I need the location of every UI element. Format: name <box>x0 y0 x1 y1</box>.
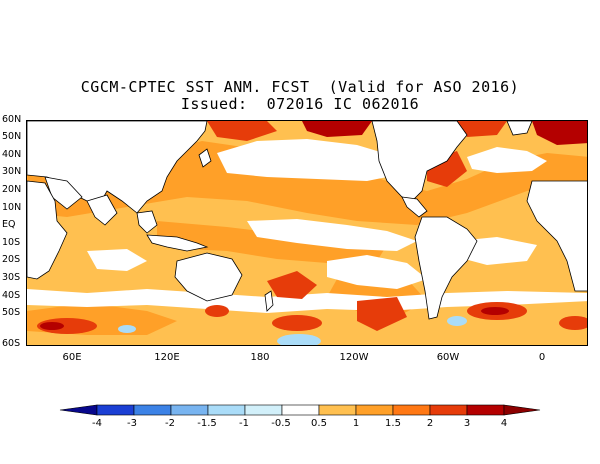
lat-label-30n: 30N <box>2 166 22 177</box>
colorbar-tick-neg0.5: -0.5 <box>271 418 291 429</box>
lat-label-40s: 40S <box>2 290 21 301</box>
land-se-asia <box>136 210 158 234</box>
colorbar-tick-4: 4 <box>500 418 508 429</box>
neutral-south-atlantic <box>457 237 537 265</box>
map-canvas <box>27 121 587 345</box>
colorbar-cells <box>59 404 541 416</box>
land-greenland <box>506 121 533 136</box>
lat-label-10n: 10N <box>2 202 22 213</box>
warm-anomaly-north-atlantic <box>457 121 507 137</box>
neutral-east-pacific <box>327 255 427 289</box>
warm-anomaly-bering <box>207 121 277 141</box>
lon-label-60w: 60W <box>436 352 460 363</box>
colorbar-cell-6 <box>281 404 320 416</box>
colorbar-tick-neg4: -4 <box>92 418 102 429</box>
colorbar-tick-0.5: 0.5 <box>311 418 327 429</box>
warm-anomaly-south-east-atlantic <box>559 316 587 330</box>
colorbar-cell-12 <box>503 404 541 416</box>
colorbar-cell-4 <box>207 404 246 416</box>
land-south-america <box>414 216 478 320</box>
colorbar-tick-2: 2 <box>426 418 434 429</box>
warm-anomaly-south-pacific <box>357 297 407 331</box>
land-north-america <box>371 121 468 202</box>
colorbar-cell-1 <box>96 404 135 416</box>
colorbar-tick-neg3: -3 <box>127 418 137 429</box>
warm-anomaly-south-atlantic-core <box>481 307 509 315</box>
colorbar-cell-0 <box>59 404 98 416</box>
cool-anomaly-patch-3 <box>447 316 467 326</box>
lat-label-30s: 30S <box>2 272 21 283</box>
colorbar-cell-11 <box>466 404 505 416</box>
colorbar-cell-7 <box>318 404 357 416</box>
lat-label-20s: 20S <box>2 254 21 265</box>
colorbar-cell-3 <box>170 404 209 416</box>
neutral-north-pacific <box>217 139 407 181</box>
cool-anomaly-patch-2 <box>118 325 136 333</box>
colorbar-tick-neg1: -1 <box>239 418 249 429</box>
lon-label-180: 180 <box>250 352 270 363</box>
neutral-indian-ocean <box>87 249 147 271</box>
colorbar-cell-10 <box>429 404 468 416</box>
warm-anomaly-nordic <box>532 121 587 145</box>
lat-label-60s: 60S <box>2 338 21 349</box>
lon-label-60e: 60E <box>62 352 82 363</box>
lat-label-50n: 50N <box>2 131 22 142</box>
colorbar-cell-8 <box>355 404 394 416</box>
land-africa-east <box>526 180 587 292</box>
colorbar-cell-9 <box>392 404 431 416</box>
neutral-central-pacific <box>247 219 417 251</box>
colorbar-tick-3: 3 <box>463 418 471 429</box>
colorbar-tick-1: 1 <box>352 418 360 429</box>
sst-anomaly-map <box>26 120 588 346</box>
warm-anomaly-southern-ocean <box>272 315 322 331</box>
land-new-zealand <box>264 290 274 312</box>
neutral-southern-ocean <box>27 289 587 313</box>
lat-label-10s: 10S <box>2 237 21 248</box>
colorbar-cell-5 <box>244 404 283 416</box>
anomaly-1-to-1.5-zone-2 <box>157 221 387 263</box>
map-subtitle: Issued: 072016 IC 062016 <box>180 95 420 113</box>
lat-label-20n: 20N <box>2 184 22 195</box>
land-africa <box>27 180 68 280</box>
lat-label-eq: EQ <box>2 219 16 230</box>
warm-anomaly-gulf-of-alaska <box>302 121 372 137</box>
lat-label-40n: 40N <box>2 149 22 160</box>
warm-anomaly-tasman <box>267 271 317 299</box>
land-japan <box>198 148 212 168</box>
warm-anomaly-south-indian-core <box>40 322 64 330</box>
land-central-america <box>401 196 428 218</box>
lat-label-60n: 60N <box>2 114 22 125</box>
lat-label-50s: 50S <box>2 307 21 318</box>
map-title: CGCM-CPTEC SST ANM. FCST (Valid for ASO … <box>80 78 520 96</box>
land-australia <box>174 252 243 302</box>
land-indonesia <box>146 234 209 252</box>
lon-label-120w: 120W <box>339 352 369 363</box>
colorbar-cell-2 <box>133 404 172 416</box>
lon-label-0: 0 <box>538 352 546 363</box>
neutral-north-atlantic <box>467 147 547 173</box>
colorbar-tick-neg2: -2 <box>165 418 175 429</box>
colorbar-tick-1.5: 1.5 <box>385 418 401 429</box>
lon-label-120e: 120E <box>154 352 180 363</box>
land-india <box>86 194 118 226</box>
land-masses <box>27 121 587 320</box>
cool-anomaly-patch-1 <box>277 334 321 345</box>
warm-anomaly-west-pacific <box>205 305 229 317</box>
colorbar-tick-neg1.5: -1.5 <box>197 418 217 429</box>
